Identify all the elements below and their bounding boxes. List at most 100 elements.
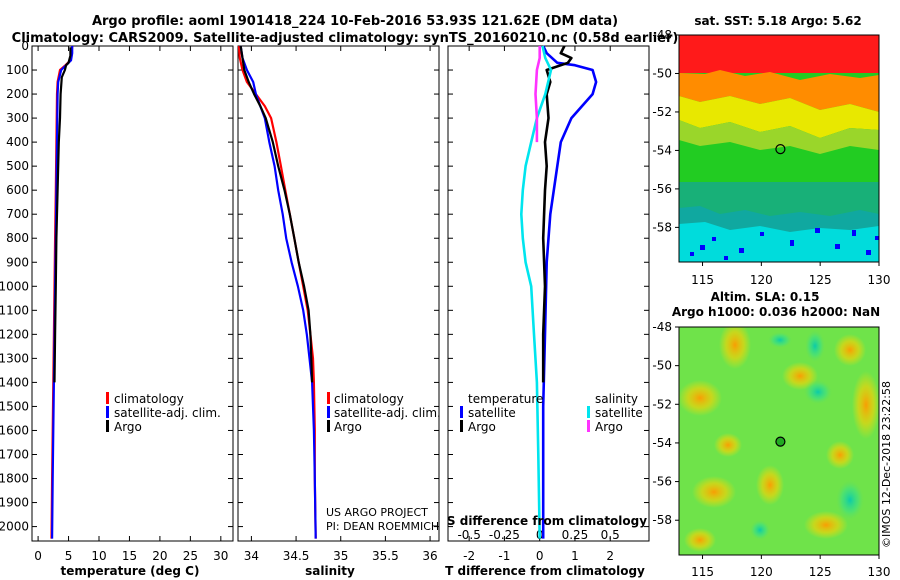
depth-tick-label: 1800 (0, 472, 29, 486)
x-tick-label: -1 (498, 549, 510, 563)
legend-swatch-s-satellite (587, 406, 590, 418)
legend-label-t-satellite: satellite (468, 406, 516, 420)
legend-label-climatology: climatology (114, 392, 184, 406)
legend-swatch-climatology (327, 392, 330, 404)
sst-map (679, 35, 879, 262)
map-y-tick-label: -52 (652, 397, 672, 411)
profile-line-temperature-satellite (541, 45, 598, 539)
depth-tick-label: 900 (6, 255, 29, 269)
sst-argo-location-marker (775, 144, 786, 155)
map-y-tick-label: -58 (652, 220, 672, 234)
temperature-axis-label: temperature (deg C) (61, 564, 200, 578)
map-y-tick-label: -56 (652, 182, 672, 196)
legend-title-temperature: temperature (468, 392, 543, 406)
legend-title-salinity: salinity (595, 392, 638, 406)
map-y-tick-label: -48 (652, 320, 672, 334)
profile-line-argo (53, 47, 72, 383)
depth-tick-label: 2000 (0, 520, 29, 534)
profile-lines (50, 45, 598, 539)
depth-tick-label: 200 (6, 87, 29, 101)
x-tick-label: 5 (65, 549, 73, 563)
legend-swatch-t-satellite (460, 406, 463, 418)
profile-line-argo (239, 45, 314, 383)
depth-tick-label: 1600 (0, 423, 29, 437)
map-x-tick-label: 125 (809, 273, 832, 287)
x-tick-label: 0 (536, 549, 544, 563)
sst-map-title: sat. SST: 5.18 Argo: 5.62 (694, 14, 861, 28)
legend-label-s-satellite: satellite (595, 406, 643, 420)
sla-map-title-line2: Argo h1000: 0.036 h2000: NaN (672, 305, 880, 319)
profile-line-salinity-satellite (520, 45, 553, 539)
x-tick-label: 10 (91, 549, 106, 563)
legend-label-argo: Argo (114, 420, 142, 434)
s-difference-tick-label: 0.25 (562, 528, 589, 542)
map-x-tick-label: 115 (691, 565, 714, 579)
legend-label-t-argo: Argo (468, 420, 496, 434)
x-tick-label: 34 (244, 549, 259, 563)
map-y-tick-label: -50 (652, 359, 672, 373)
map-axes: 115 120 125 130 -48 -50 -52 -54 -56 -58 115 120 125 1… (652, 28, 890, 579)
t-difference-axis-label: T difference from climatology (445, 564, 645, 578)
chart-title-line1: Argo profile: aoml 1901418_224 10-Feb-20… (92, 14, 618, 29)
sla-argo-location-marker (775, 436, 786, 447)
credit-project: US ARGO PROJECT (326, 506, 428, 519)
depth-tick-label: 1100 (0, 303, 29, 317)
depth-tick-label: 1200 (0, 327, 29, 341)
map-x-tick-label: 120 (750, 273, 773, 287)
legend-label-s-argo: Argo (595, 420, 623, 434)
x-tick-label: 34.5 (283, 549, 310, 563)
salinity-legend: climatology satellite-adj. clim. Argo (327, 392, 441, 434)
depth-tick-label: 400 (6, 135, 29, 149)
map-y-tick-label: -58 (652, 513, 672, 527)
depth-tick-label: 1300 (0, 351, 29, 365)
difference-legend: temperature satellite Argo salinity sate… (460, 392, 643, 434)
salinity-axis-label: salinity (305, 564, 355, 578)
legend-swatch-argo (106, 420, 109, 432)
map-x-tick-label: 130 (868, 565, 891, 579)
panel-x-axes: 0 5 10 15 20 25 30 34 34.5 35 35.5 36 -2 -1 0 1 2 -0.5 -0.… (32, 45, 649, 563)
salinity-panel-frame (237, 45, 440, 542)
map-y-tick-label: -54 (652, 143, 672, 157)
depth-tick-label: 100 (6, 63, 29, 77)
legend-label-satellite: satellite-adj. clim. (114, 406, 221, 420)
x-tick-label: 35 (333, 549, 348, 563)
depth-tick-label: 1700 (0, 447, 29, 461)
imos-watermark: ©IMOS 12-Dec-2018 23:22:58 (880, 381, 893, 548)
legend-label-climatology: climatology (334, 392, 404, 406)
x-tick-label: -2 (463, 549, 475, 563)
depth-tick-label: 300 (6, 111, 29, 125)
depth-tick-label: 0 (21, 39, 29, 53)
depth-axis: 0 100 200 300 400 500 600 700 800 900 1000 1100 1200… (0, 39, 29, 534)
map-y-tick-label: -56 (652, 475, 672, 489)
s-difference-tick-label: -0.5 (457, 528, 480, 542)
x-tick-label: 25 (183, 549, 198, 563)
map-y-tick-label: -54 (652, 436, 672, 450)
sla-map-title-line1: Altim. SLA: 0.15 (711, 290, 820, 304)
temperature-panel-frame (31, 45, 234, 542)
map-x-tick-label: 130 (868, 273, 891, 287)
legend-swatch-satellite (327, 406, 330, 418)
x-tick-label: 1 (571, 549, 579, 563)
legend-swatch-s-argo (587, 420, 590, 432)
legend-swatch-satellite (106, 406, 109, 418)
difference-panel-frame (447, 45, 650, 542)
x-tick-label: 15 (122, 549, 137, 563)
legend-swatch-argo (327, 420, 330, 432)
x-tick-label: 30 (213, 549, 228, 563)
profile-line-salinity-argo (534, 46, 541, 143)
sst-map-frame (678, 34, 880, 263)
depth-tick-label: 600 (6, 183, 29, 197)
depth-tick-label: 1000 (0, 279, 29, 293)
x-tick-label: 0 (34, 549, 42, 563)
depth-tick-label: 1500 (0, 399, 29, 413)
temperature-legend: climatology satellite-adj. clim. Argo (106, 392, 221, 434)
depth-tick-label: 1400 (0, 375, 29, 389)
s-difference-tick-label: -0.25 (489, 528, 520, 542)
chart-title-line2: Climatology: CARS2009. Satellite-adjuste… (12, 31, 679, 46)
map-x-tick-label: 115 (691, 273, 714, 287)
map-y-tick-label: -50 (652, 66, 672, 80)
s-difference-tick-label: 0.5 (601, 528, 620, 542)
map-x-tick-label: 120 (750, 565, 773, 579)
sla-map-frame (678, 326, 880, 556)
